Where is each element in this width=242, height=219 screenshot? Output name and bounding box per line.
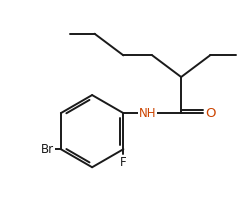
Text: O: O (205, 107, 215, 120)
Text: NH: NH (139, 107, 156, 120)
Text: Br: Br (41, 143, 54, 156)
Text: F: F (120, 156, 127, 169)
